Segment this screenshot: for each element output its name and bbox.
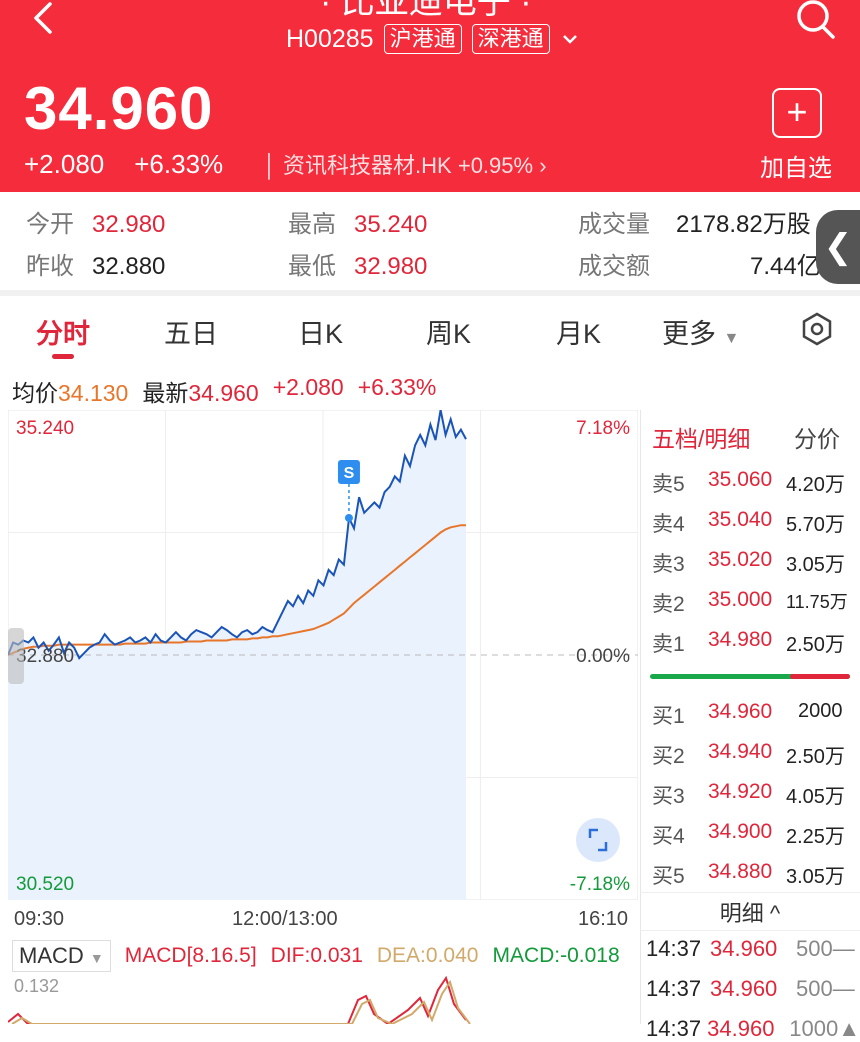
ask-row[interactable]: 卖3 35.020 3.05万 xyxy=(652,548,845,576)
tag-shenzhen-connect: 深港通 xyxy=(471,24,550,54)
sector-change: +0.95% xyxy=(457,153,534,178)
ask-row[interactable]: 卖1 34.980 2.50万 xyxy=(652,628,845,656)
change-abs: +2.080 xyxy=(24,148,105,179)
fullscreen-icon[interactable] xyxy=(576,818,620,862)
macd-legend: MACD ▼ MACD[8.16.5] DIF:0.031 DEA:0.040 … xyxy=(12,940,620,972)
y-tick-top: 35.240 xyxy=(16,418,74,439)
stat-prev-close: 昨收 32.880 xyxy=(26,253,166,280)
macd-dea: DEA:0.040 xyxy=(376,944,479,967)
detail-toggle[interactable]: 明细 ^ xyxy=(719,901,781,926)
caret-down-icon: ▼ xyxy=(723,330,740,347)
divider xyxy=(0,290,860,296)
macd-params: MACD[8.16.5] xyxy=(124,944,257,967)
pct-tick-bottom: -7.18% xyxy=(570,874,630,895)
ask-row[interactable]: 卖4 35.040 5.70万 xyxy=(652,508,845,536)
chevron-down-icon[interactable] xyxy=(560,29,580,49)
dif-line xyxy=(8,975,467,1024)
stat-open: 今开 32.980 xyxy=(26,211,166,238)
bid-row[interactable]: 买5 34.880 3.05万 xyxy=(652,860,845,888)
latest-pct: +6.33% xyxy=(357,374,437,400)
trade-row: 14:37 34.960 500— xyxy=(646,936,855,961)
x-axis: 09:30 12:00/13:00 16:10 xyxy=(0,900,640,936)
tab-monthly-k[interactable]: 月K xyxy=(556,319,602,349)
side-panel-handle[interactable]: ❮ xyxy=(816,210,860,284)
macd-value: MACD:-0.018 xyxy=(492,944,620,967)
tab-more[interactable]: 更多 ▼ xyxy=(662,319,740,349)
bid-row[interactable]: 买4 34.900 2.25万 xyxy=(652,820,845,848)
stock-header: · 比亚迪电子 · H00285 沪港通 深港通 34.960 +2.080 +… xyxy=(0,0,860,192)
latest-change: +2.080 xyxy=(272,374,344,400)
tab-intraday[interactable]: 分时 xyxy=(36,319,90,349)
stock-code-line[interactable]: H00285 沪港通 深港通 xyxy=(286,24,580,54)
x-tick-midday: 12:00/13:00 xyxy=(232,908,338,930)
tag-shanghai-connect: 沪港通 xyxy=(383,24,462,54)
trade-row: 14:37 34.960 1000▲ xyxy=(646,1016,860,1041)
price-change-line: +2.080 +6.33% │ 资讯科技器材.HK +0.95% › xyxy=(24,148,547,180)
tab-weekly-k[interactable]: 周K xyxy=(426,319,472,349)
stock-title: · 比亚迪电子 · xyxy=(320,0,532,21)
macd-chart xyxy=(8,975,471,1024)
signal-marker: S xyxy=(337,459,360,522)
tab-indicator xyxy=(52,354,74,359)
settings-icon[interactable] xyxy=(800,312,834,346)
tab-price-dist[interactable]: 分价 xyxy=(794,426,840,452)
avg-price-line xyxy=(8,524,466,656)
back-icon[interactable] xyxy=(24,0,64,40)
stock-code: H00285 xyxy=(286,24,374,53)
stat-volume: 成交量 2178.82万股 xyxy=(578,211,811,238)
ask-row[interactable]: 卖2 35.000 11.75万 xyxy=(652,588,848,616)
y-tick-bottom: 30.520 xyxy=(16,874,74,895)
pct-tick-mid: 0.00% xyxy=(576,646,630,667)
change-pct: +6.33% xyxy=(134,148,224,179)
bid-row[interactable]: 买1 34.960 2000 xyxy=(652,700,843,728)
bid-row[interactable]: 买3 34.920 4.05万 xyxy=(652,780,845,808)
stat-high: 最高 35.240 xyxy=(288,211,428,238)
bid-row[interactable]: 买2 34.940 2.50万 xyxy=(652,740,845,768)
left-handle[interactable] xyxy=(8,628,24,684)
intraday-chart[interactable]: 35.240 32.880 30.520 7.18% 0.00% -7.18% … xyxy=(8,410,638,900)
bid-ask-ratio-bar xyxy=(650,674,850,679)
avg-price: 均价34.130 xyxy=(12,380,129,406)
ask-row[interactable]: 卖5 35.060 4.20万 xyxy=(652,468,845,496)
y-tick-mid: 32.880 xyxy=(16,646,74,667)
avg-price-row: 均价34.130 最新34.960 +2.080 +6.33% xyxy=(12,374,436,408)
chart-tabs: 分时 五日 日K 周K 月K 更多 ▼ xyxy=(0,298,860,362)
stats-panel: 今开 32.980 昨收 32.880 最高 35.240 最低 32.980 成交量 2… xyxy=(0,192,860,290)
macd-select[interactable]: MACD ▼ xyxy=(12,940,111,972)
x-tick-close: 16:10 xyxy=(578,908,629,930)
macd-dif: DIF:0.031 xyxy=(270,944,363,967)
dea-line xyxy=(11,979,471,1024)
price-area xyxy=(8,410,466,900)
search-icon[interactable] xyxy=(794,0,838,44)
tab-daily-k[interactable]: 日K xyxy=(298,319,344,349)
pct-tick-top: 7.18% xyxy=(576,418,630,439)
stat-amount: 成交额 7.44亿 xyxy=(578,253,821,280)
price-line xyxy=(8,410,467,660)
order-book: 五档/明细 分价 卖5 35.060 4.20万 卖4 35.040 5.70万 卖3 3… xyxy=(640,410,860,1041)
sector-link[interactable]: │ 资讯科技器材.HK +0.95% › xyxy=(263,153,547,178)
sector-name: 资讯科技器材.HK xyxy=(283,153,452,178)
stat-low: 最低 32.980 xyxy=(288,253,428,280)
add-watchlist-button[interactable]: + xyxy=(772,88,822,138)
svg-text:S: S xyxy=(344,465,355,482)
latest-price: 最新34.960 xyxy=(142,380,259,406)
ask-ratio xyxy=(790,674,850,679)
tab-order-book[interactable]: 五档/明细 xyxy=(652,426,751,452)
trade-row: 14:37 34.960 500— xyxy=(646,976,855,1001)
current-price: 34.960 xyxy=(24,75,214,142)
tab-five-day[interactable]: 五日 xyxy=(164,319,218,349)
add-watchlist-label[interactable]: 加自选 xyxy=(760,155,832,182)
macd-top-value: 0.132 xyxy=(14,976,60,996)
x-tick-open: 09:30 xyxy=(14,908,65,930)
